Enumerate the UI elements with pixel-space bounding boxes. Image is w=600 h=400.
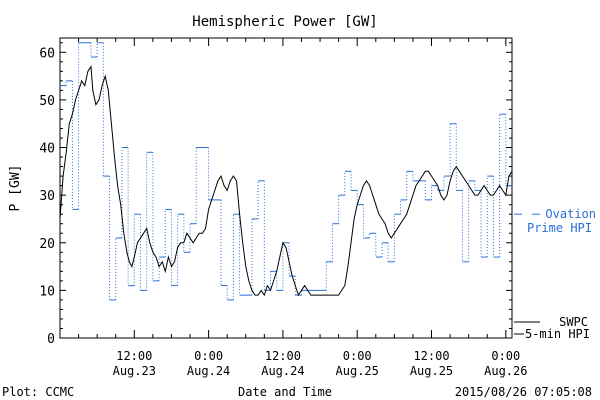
y-axis: 0 10 20 30 40 50 60 [39, 42, 512, 347]
y-tick-label: 40 [39, 142, 55, 157]
x-tick-date-label: Aug.24 [187, 364, 230, 378]
y-tick-label: 10 [39, 284, 55, 299]
x-tick-date-label: Aug.23 [113, 364, 156, 378]
x-axis-label: Date and Time [238, 385, 332, 399]
y-tick-label: 30 [39, 189, 55, 204]
legend-swpc-label: 5-min HPI [525, 327, 590, 341]
y-tick-label: 0 [47, 332, 55, 347]
x-tick-date-label: Aug.26 [484, 364, 527, 378]
x-tick-time-label: 12:00 [116, 349, 152, 363]
y-tick-label: 60 [39, 46, 55, 61]
x-tick-time-label: 0:00 [343, 349, 372, 363]
series-ovation-prime-hpi [60, 42, 512, 301]
legend-ovation-label: Prime HPI [527, 221, 592, 235]
x-tick-time-label: 12:00 [413, 349, 449, 363]
footer-plot-credit: Plot: CCMC [2, 385, 74, 399]
x-axis: 12:00Aug.230:00Aug.2412:00Aug.240:00Aug.… [78, 38, 527, 378]
plot-frame [59, 37, 513, 339]
x-tick-date-label: Aug.24 [261, 364, 304, 378]
legend-ovation-label: Ovation [545, 207, 596, 221]
y-axis-label: P [GW] [8, 165, 23, 212]
y-tick-label: 20 [39, 237, 55, 252]
y-tick-label: 50 [39, 94, 55, 109]
swpc-line [59, 65, 513, 297]
x-tick-date-label: Aug.25 [336, 364, 379, 378]
footer-timestamp: 2015/08/26 07:05:08 [455, 385, 592, 399]
x-tick-time-label: 0:00 [491, 349, 520, 363]
x-tick-date-label: Aug.25 [410, 364, 453, 378]
chart-title: Hemispheric Power [GW] [192, 14, 377, 30]
x-tick-time-label: 12:00 [265, 349, 301, 363]
legend-swpc-label: SWPC [559, 315, 588, 329]
series-swpc-5min-hpi [59, 65, 513, 297]
x-tick-time-label: 0:00 [194, 349, 223, 363]
